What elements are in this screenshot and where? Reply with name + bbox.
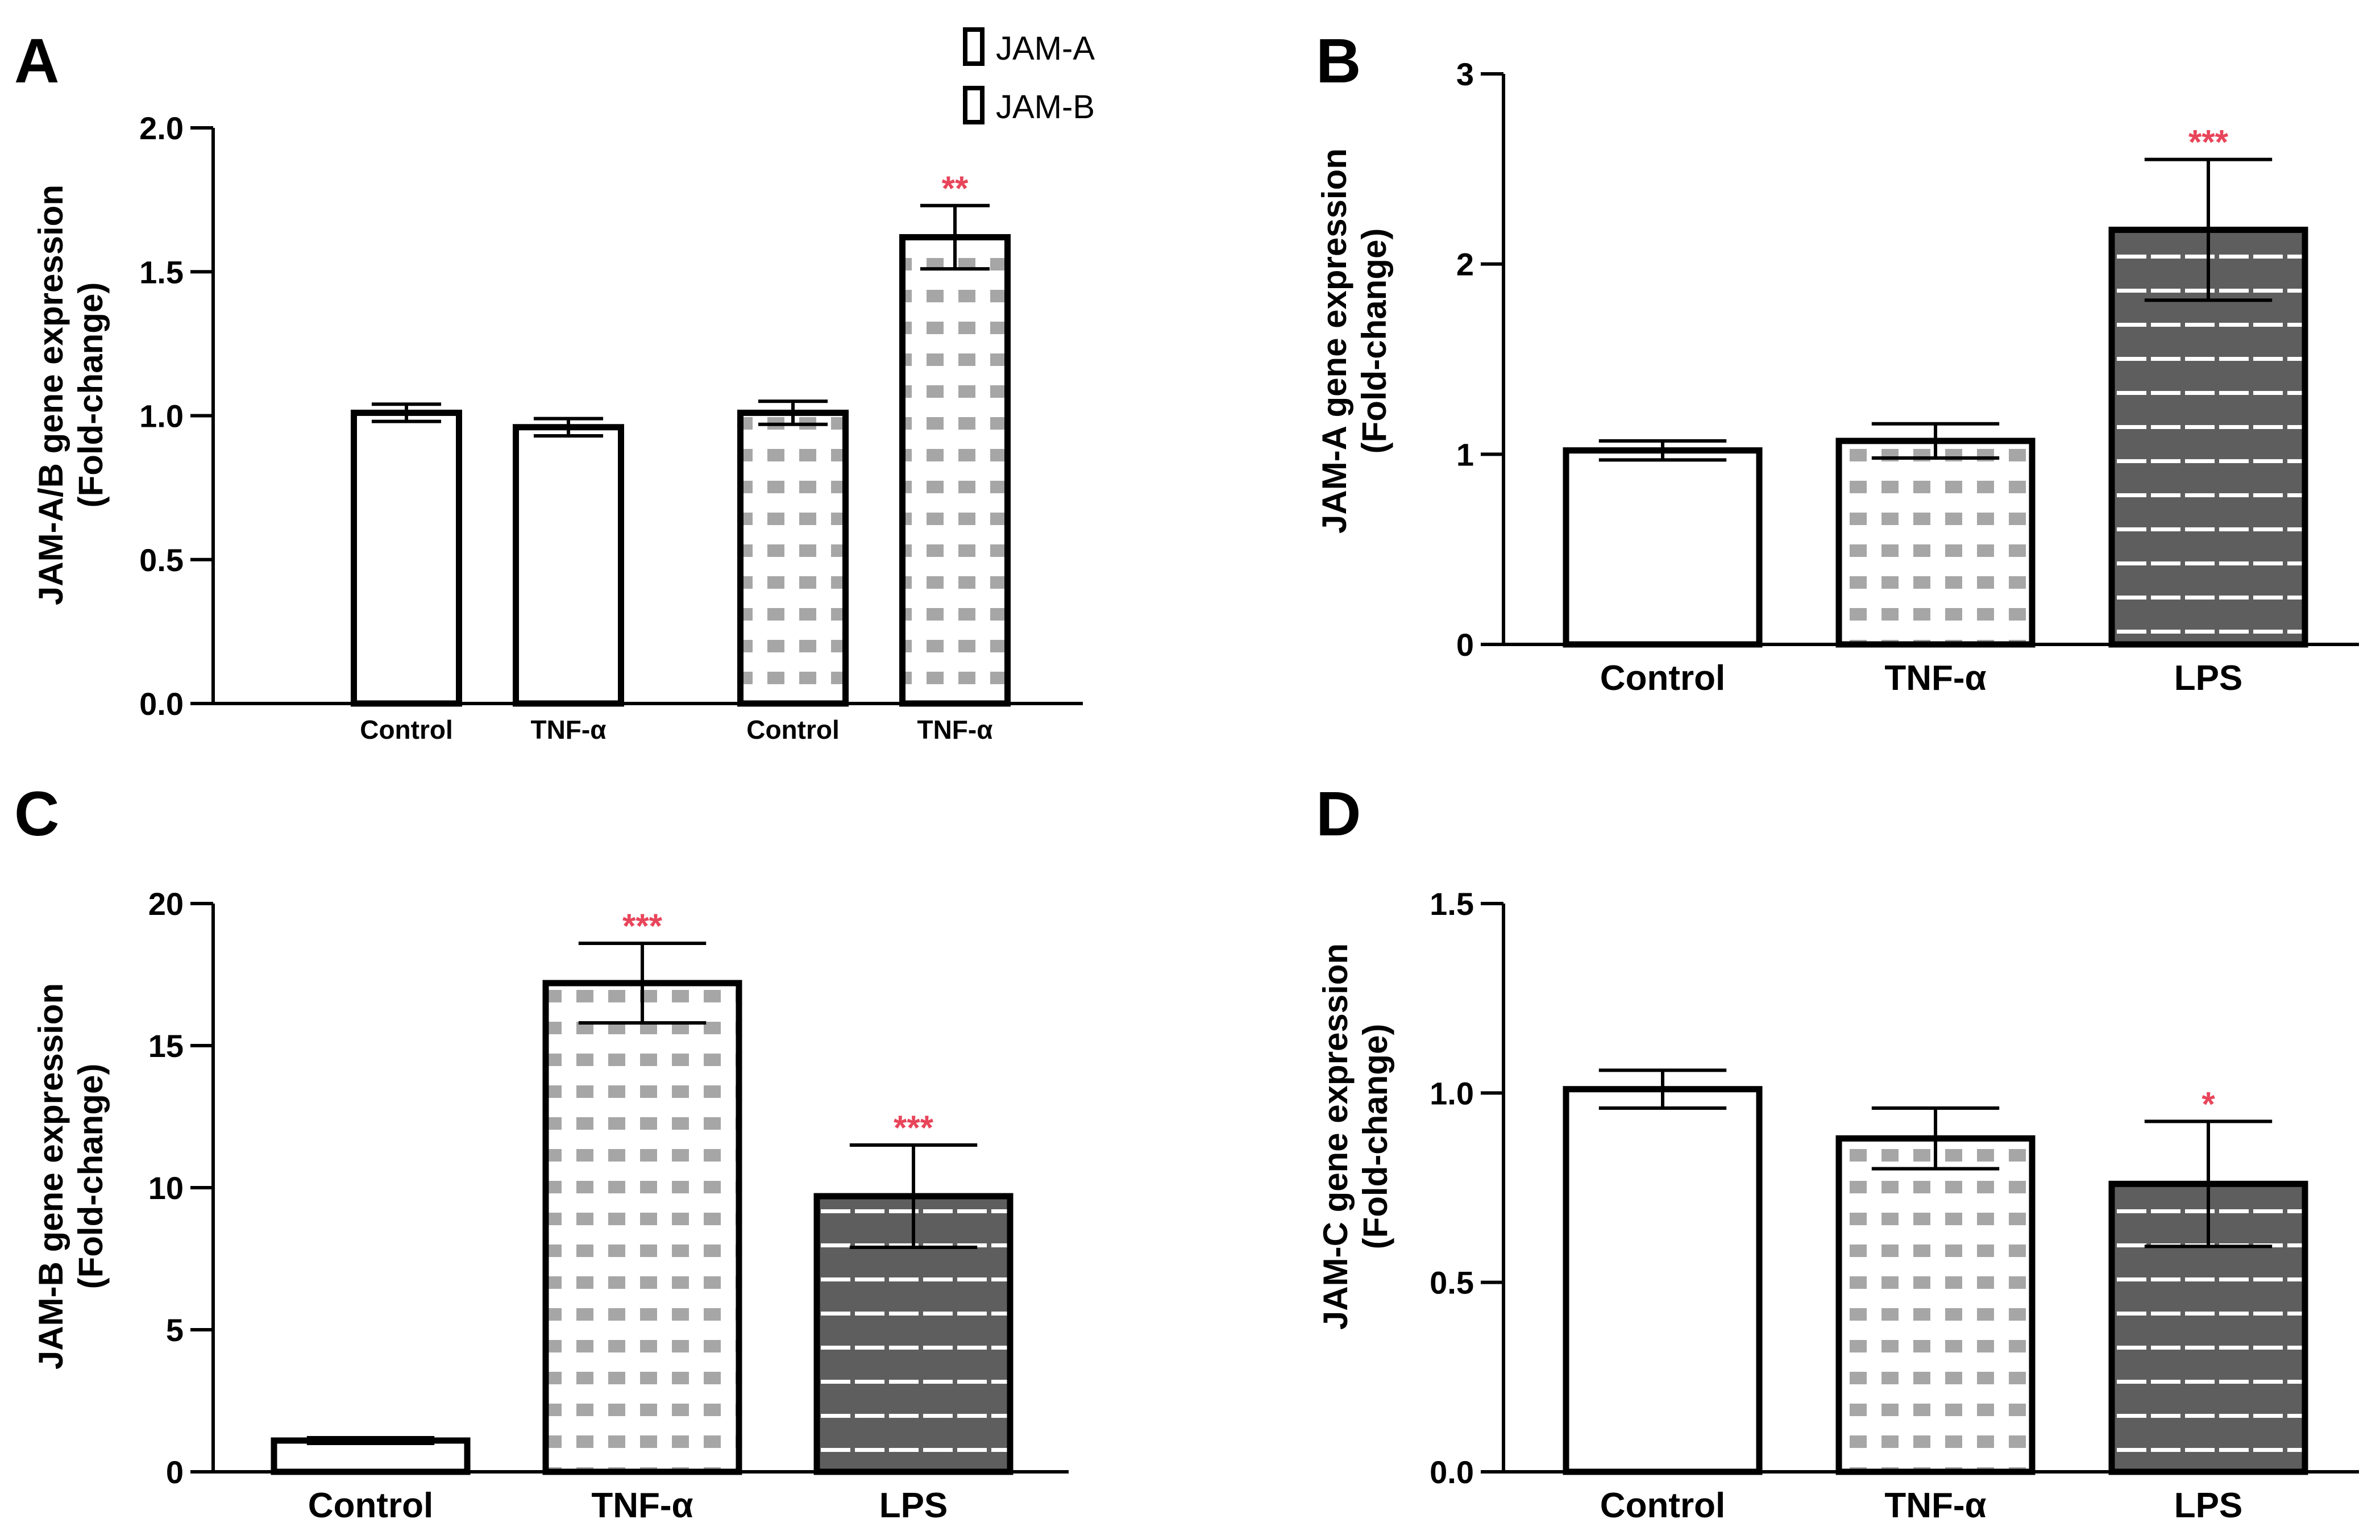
- panel-c-category-label: LPS: [879, 1486, 948, 1525]
- panel-c-y-tick-label: 0: [166, 1454, 184, 1490]
- panel-d-plot: 0.0 0.5 1.0 1.5 Control TNF-α * LPS: [1430, 886, 2359, 1525]
- panel-c-significance-marker: ***: [894, 1109, 934, 1147]
- panel-a-y-tick-label: 0.0: [139, 686, 184, 722]
- panel-d-category-label: Control: [1600, 1486, 1725, 1525]
- panel-d-y-tick-label: 0.5: [1430, 1265, 1474, 1301]
- panel-letter-b: B: [1316, 26, 1361, 96]
- panel-a-category-label: Control: [360, 715, 453, 744]
- panel-c-category-label: TNF-α: [591, 1486, 693, 1525]
- panel-a-plot: 0.0 0.5 1.0 1.5 2.0 Control TNF-α Control ** TNF-…: [139, 110, 1083, 744]
- panel-d-bar: [1835, 1135, 2036, 1475]
- panel-b-ylabel-line2: (Fold-change): [1355, 228, 1393, 454]
- panel-c-category-label: Control: [308, 1486, 433, 1525]
- panel-letter-c: C: [14, 779, 59, 849]
- panel-a-category-label: TNF-α: [530, 715, 606, 744]
- panel-c-bar: [271, 1437, 471, 1475]
- legend-swatch-jam-b: [963, 86, 985, 124]
- panel-a-y-tick-label: 1.0: [139, 398, 184, 434]
- panel-b-category-label: Control: [1600, 659, 1725, 698]
- panel-a-category-label: Control: [746, 715, 840, 744]
- panel-a-y-tick-label: 2.0: [139, 110, 184, 146]
- panel-letter-d: D: [1316, 779, 1361, 849]
- panel-b-y-tick-label: 1: [1456, 436, 1474, 472]
- panel-d-y-tick-label: 0.0: [1430, 1454, 1474, 1490]
- panel-c-y-tick-label: 10: [148, 1170, 184, 1206]
- panel-b-y-tick-label: 0: [1456, 627, 1474, 663]
- panel-b-significance-marker: ***: [2188, 123, 2229, 161]
- panel-c-y-tick-label: 20: [148, 886, 184, 922]
- panel-b-plot: 0 1 2 3 Control TNF-α *** LPS: [1456, 56, 2359, 698]
- legend-label-jam-a: JAM-A: [996, 30, 1095, 67]
- panel-a-bar: [513, 424, 624, 707]
- panel-a-category-label: TNF-α: [917, 715, 992, 744]
- legend-swatch-jam-a: [963, 27, 985, 66]
- panel-a-ylabel-line1: JAM-A/B gene expression: [32, 185, 70, 605]
- panel-a-ylabel-line2: (Fold-change): [72, 282, 110, 508]
- panel-c-ylabel-line2: (Fold-change): [72, 1064, 110, 1289]
- panel-d-ylabel-line2: (Fold-change): [1356, 1024, 1394, 1250]
- legend-label-jam-b: JAM-B: [996, 89, 1095, 126]
- panel-b-bar: [1563, 447, 1763, 648]
- panel-d-ylabel-line1: JAM-C gene expression: [1316, 943, 1355, 1330]
- panel-a-significance-marker: **: [942, 169, 969, 207]
- panel-d-significance-marker: *: [2202, 1085, 2215, 1123]
- panel-c-y-tick-label: 15: [148, 1028, 184, 1064]
- panel-c-y-tick-label: 5: [166, 1312, 184, 1348]
- panel-c-bar: [542, 980, 742, 1475]
- panel-b-y-tick-label: 2: [1456, 247, 1474, 282]
- panel-d-category-label: TNF-α: [1884, 1486, 1986, 1525]
- panel-b-bar: [1835, 438, 2036, 648]
- plots: 0.0 0.5 1.0 1.5 2.0 Control TNF-α Control ** TNF-…: [139, 56, 2359, 1525]
- panel-b-y-tick-label: 3: [1456, 56, 1474, 92]
- panel-d-bar: [1563, 1086, 1763, 1475]
- panel-d-category-label: LPS: [2174, 1486, 2243, 1525]
- panel-c-plot: 0 5 10 15 20 Control *** TNF-α *** LPS: [148, 886, 1069, 1525]
- panel-a-bar: [351, 409, 462, 707]
- panel-letter-a: A: [14, 26, 59, 96]
- panel-d-y-tick-label: 1.5: [1430, 886, 1474, 922]
- panel-c-ylabel-line1: JAM-B gene expression: [32, 983, 70, 1370]
- panel-b-category-label: TNF-α: [1884, 659, 1986, 698]
- panel-c-significance-marker: ***: [622, 907, 663, 945]
- panel-b-category-label: LPS: [2174, 659, 2243, 698]
- panel-a-bar: [899, 234, 1011, 707]
- panel-a-y-tick-label: 1.5: [139, 254, 184, 290]
- panel-d-y-tick-label: 1.0: [1430, 1075, 1474, 1111]
- panel-a-y-tick-label: 0.5: [139, 542, 184, 578]
- panel-a-bar: [737, 409, 849, 707]
- panel-b-ylabel-line1: JAM-A gene expression: [1315, 148, 1353, 534]
